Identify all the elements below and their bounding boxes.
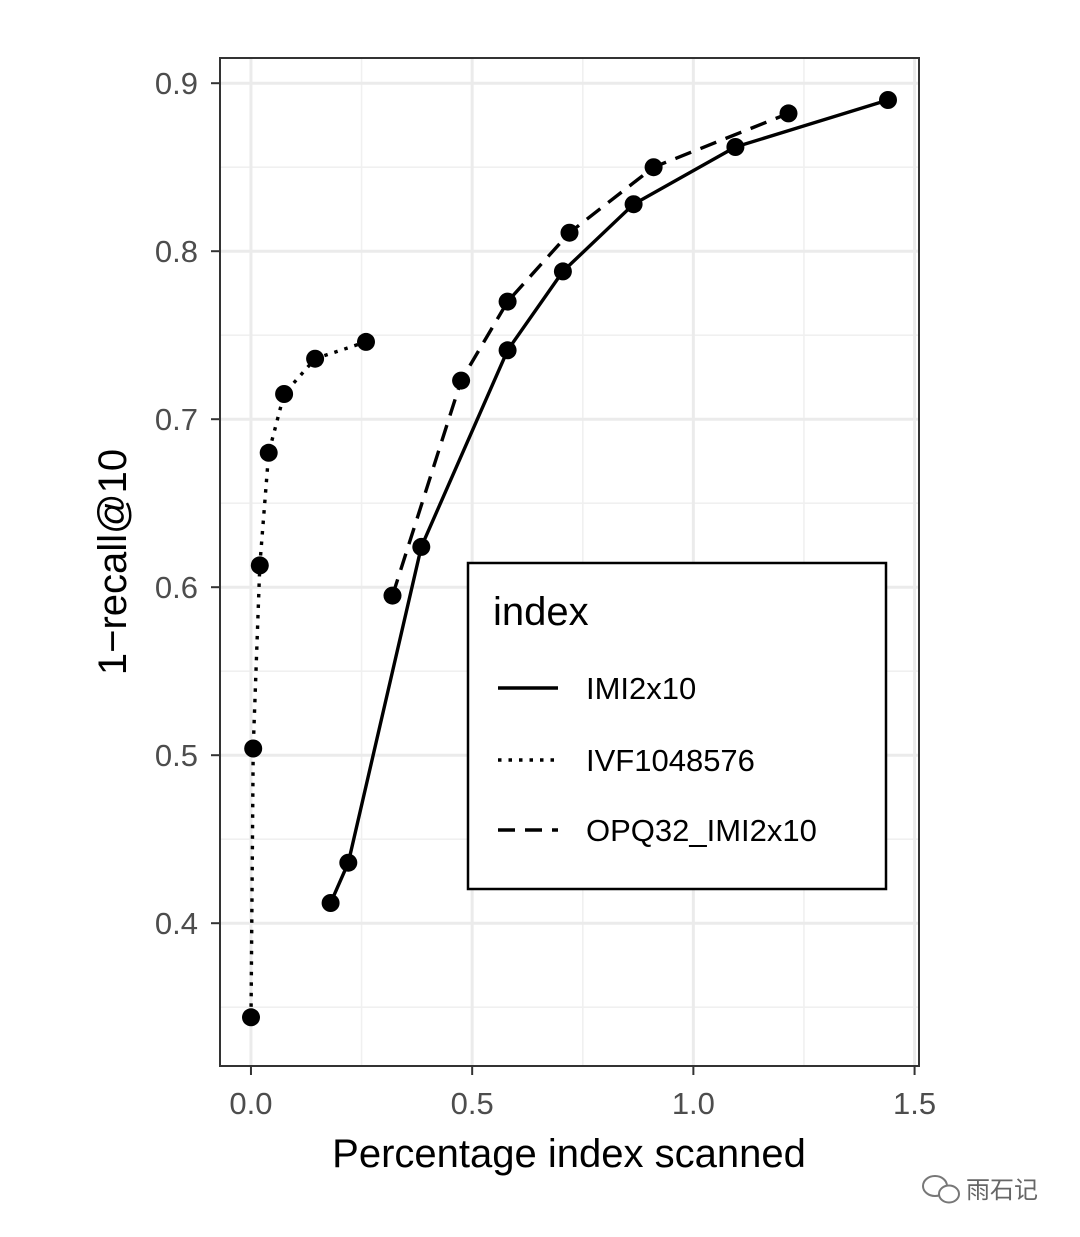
- y-tick-label: 0.9: [155, 66, 198, 101]
- data-point: [498, 292, 517, 311]
- series-2: [383, 104, 798, 605]
- data-point: [357, 332, 375, 351]
- watermark: 雨石记: [922, 1175, 1038, 1204]
- x-axis-title: Percentage index scanned: [332, 1132, 806, 1176]
- x-tick-label: 0.0: [229, 1086, 272, 1121]
- data-point: [339, 853, 358, 872]
- y-axis: 0.4 0.5 0.6 0.7 0.8 0.9: [155, 66, 220, 941]
- y-axis-title: 1−recall@10: [91, 449, 135, 675]
- legend-label: OPQ32_IMI2x10: [586, 813, 817, 848]
- watermark-text: 雨石记: [966, 1176, 1038, 1204]
- legend-title: index: [493, 590, 589, 634]
- x-tick-label: 1.5: [893, 1086, 936, 1121]
- y-tick-label: 0.4: [155, 906, 198, 941]
- series-layer: [242, 91, 897, 1027]
- y-tick-label: 0.8: [155, 234, 198, 269]
- data-point: [242, 1008, 260, 1027]
- data-point: [306, 349, 325, 368]
- series-line: [390, 111, 790, 597]
- data-point: [452, 371, 471, 390]
- data-point: [244, 739, 263, 758]
- data-point: [644, 158, 663, 177]
- data-point: [624, 195, 643, 214]
- series-0: [321, 91, 897, 912]
- y-tick-label: 0.6: [155, 570, 198, 605]
- series-1: [242, 332, 375, 1027]
- plot-panel-border: [219, 57, 920, 1067]
- data-point: [560, 223, 579, 242]
- legend-box: [466, 561, 888, 891]
- data-point: [383, 586, 402, 605]
- legend: index IMI2x10 IVF1048576 OPQ32_IMI2x10: [466, 561, 888, 891]
- data-point: [412, 537, 431, 556]
- y-tick-label: 0.7: [155, 402, 198, 437]
- data-point: [553, 262, 572, 281]
- data-point: [498, 341, 517, 360]
- series-line: [329, 98, 889, 904]
- data-point: [250, 556, 269, 575]
- data-point: [779, 104, 798, 123]
- wechat-icon: [922, 1175, 960, 1204]
- x-tick-label: 0.5: [451, 1086, 494, 1121]
- data-point: [321, 894, 340, 912]
- x-axis: 0.0 0.5 1.0 1.5: [229, 1066, 936, 1121]
- legend-label: IVF1048576: [586, 743, 755, 778]
- y-tick-label: 0.5: [155, 738, 198, 773]
- legend-items: IMI2x10 IVF1048576 OPQ32_IMI2x10: [498, 671, 817, 848]
- data-point: [259, 443, 278, 462]
- x-tick-label: 1.0: [672, 1086, 715, 1121]
- data-point: [275, 385, 294, 403]
- data-point: [879, 91, 897, 109]
- legend-label: IMI2x10: [586, 671, 696, 706]
- data-point: [726, 138, 745, 156]
